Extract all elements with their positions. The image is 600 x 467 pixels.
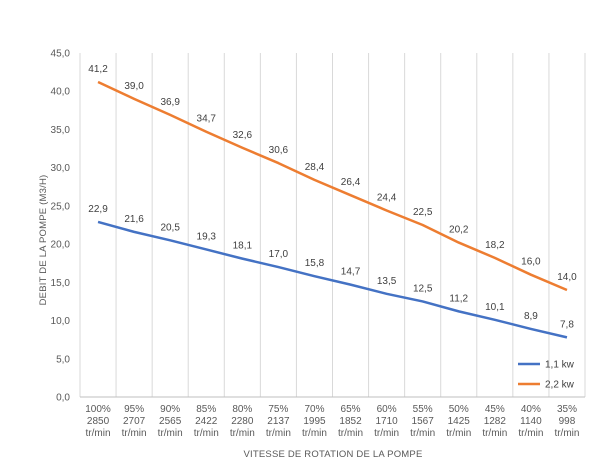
y-tick-label: 30,0 — [51, 163, 71, 174]
x-tick-label: 1140 — [520, 416, 542, 427]
data-label: 26,4 — [341, 177, 361, 188]
x-tick-label: tr/min — [482, 428, 507, 439]
y-tick-label: 40,0 — [51, 87, 71, 98]
y-tick-label: 10,0 — [51, 316, 71, 327]
x-tick-label: tr/min — [446, 428, 471, 439]
y-axis-title: DEBIT DE LA POMPE (M3/H) — [38, 175, 49, 306]
x-tick-label: tr/min — [518, 428, 543, 439]
y-tick-label: 5,0 — [56, 354, 70, 365]
data-label: 13,5 — [377, 276, 397, 287]
x-tick-label: tr/min — [374, 428, 399, 439]
x-tick-label: 55% — [413, 404, 433, 415]
data-label: 16,0 — [521, 257, 541, 268]
y-tick-label: 0,0 — [56, 393, 70, 404]
series-line — [97, 220, 568, 339]
x-tick-label: tr/min — [266, 428, 291, 439]
data-label: 14,7 — [341, 267, 361, 278]
data-label: 15,8 — [305, 258, 325, 269]
data-label: 41,2 — [88, 64, 108, 75]
data-labels: 22,9 21,6 20,5 19,3 18,1 17,0 15,8 14,7 13,5 12,5… — [88, 64, 577, 330]
x-tick-label: 1995 — [303, 416, 326, 427]
x-tick-label: tr/min — [158, 428, 183, 439]
x-tick-label: 100% — [85, 404, 111, 415]
data-label: 18,2 — [485, 240, 505, 251]
x-tick-label: tr/min — [338, 428, 363, 439]
x-tick-label: tr/min — [86, 428, 111, 439]
x-tick-label: 90% — [160, 404, 180, 415]
x-tick-label: 2565 — [159, 416, 182, 427]
data-label: 34,7 — [197, 114, 217, 125]
x-tick-label: 85% — [196, 404, 216, 415]
x-tick-label: 45% — [485, 404, 505, 415]
data-label: 17,0 — [269, 249, 289, 260]
x-tick-label: tr/min — [410, 428, 435, 439]
x-tick-label: 50% — [449, 404, 469, 415]
data-label: 14,0 — [557, 272, 577, 283]
y-tick-label: 15,0 — [51, 278, 71, 289]
x-tick-label: 1710 — [375, 416, 398, 427]
x-tick-label: 2280 — [231, 416, 254, 427]
data-label: 19,3 — [197, 231, 217, 242]
x-axis-title: VITESSE DE ROTATION DE LA POMPE — [244, 449, 423, 460]
x-tick-label: 80% — [232, 404, 252, 415]
y-tick-label: 25,0 — [51, 201, 71, 212]
x-tick-label: 2137 — [267, 416, 290, 427]
data-label: 8,9 — [524, 311, 538, 322]
x-tick-label: 75% — [268, 404, 288, 415]
x-tick-label: tr/min — [554, 428, 579, 439]
x-tick-label: tr/min — [194, 428, 219, 439]
data-label: 20,2 — [449, 225, 469, 236]
x-tick-label: 2422 — [195, 416, 218, 427]
x-tick-labels: 100%2850tr/min95%2707tr/min90%2565tr/min… — [85, 404, 579, 439]
x-tick-label: 35% — [557, 404, 577, 415]
x-tick-label: tr/min — [302, 428, 327, 439]
data-label: 39,0 — [124, 81, 144, 92]
data-label: 28,4 — [305, 162, 325, 173]
data-label: 21,6 — [124, 214, 144, 225]
x-tick-label: 1282 — [484, 416, 507, 427]
y-tick-label: 45,0 — [51, 49, 71, 60]
y-tick-label: 20,0 — [51, 240, 71, 251]
data-label: 20,5 — [160, 222, 180, 233]
data-label: 12,5 — [413, 283, 433, 294]
x-tick-label: 2850 — [87, 416, 110, 427]
x-tick-label: 95% — [124, 404, 144, 415]
y-tick-labels: 0,0 5,0 10,0 15,0 20,0 25,0 30,0 35,0 40,0 45,0 — [51, 49, 71, 404]
data-label: 7,8 — [560, 319, 574, 330]
data-label: 10,1 — [485, 302, 505, 313]
data-label: 30,6 — [269, 145, 289, 156]
x-tick-label: tr/min — [230, 428, 255, 439]
data-label: 22,9 — [88, 204, 108, 215]
x-tick-label: 1852 — [339, 416, 362, 427]
x-tick-label: 1567 — [412, 416, 435, 427]
series-lines — [97, 80, 568, 339]
data-label: 18,1 — [233, 241, 253, 252]
legend-label: 2,2 kw — [545, 380, 575, 391]
x-tick-label: 65% — [341, 404, 361, 415]
x-tick-label: 1425 — [448, 416, 471, 427]
x-tick-label: 40% — [521, 404, 541, 415]
legend: 1,1 kw 2,2 kw — [518, 360, 575, 391]
legend-label: 1,1 kw — [545, 360, 575, 371]
series-line — [97, 80, 568, 292]
x-tick-label: 70% — [304, 404, 324, 415]
x-tick-label: 60% — [377, 404, 397, 415]
data-label: 11,2 — [449, 293, 468, 304]
data-label: 36,9 — [160, 97, 180, 108]
data-label: 24,4 — [377, 192, 397, 203]
data-label: 32,6 — [233, 130, 253, 141]
y-tick-label: 35,0 — [51, 125, 71, 136]
data-label: 22,5 — [413, 207, 433, 218]
x-tick-label: 998 — [559, 416, 576, 427]
x-tick-label: 2707 — [123, 416, 146, 427]
grid-lines — [79, 53, 586, 397]
x-tick-label: tr/min — [122, 428, 147, 439]
